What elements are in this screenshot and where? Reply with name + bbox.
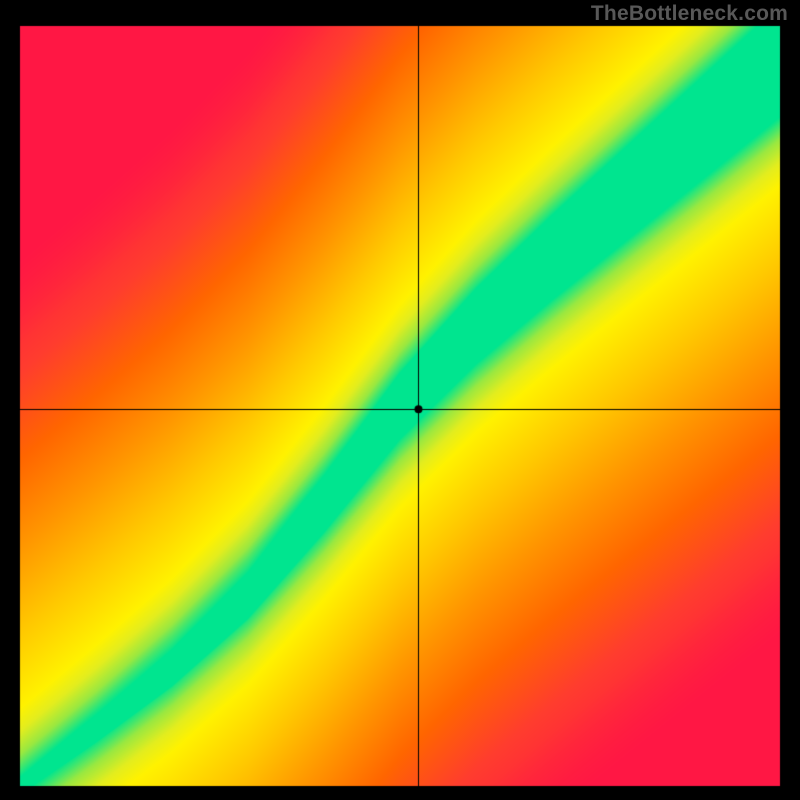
bottleneck-heatmap [0, 0, 800, 800]
chart-container: TheBottleneck.com [0, 0, 800, 800]
watermark-text: TheBottleneck.com [591, 2, 788, 26]
